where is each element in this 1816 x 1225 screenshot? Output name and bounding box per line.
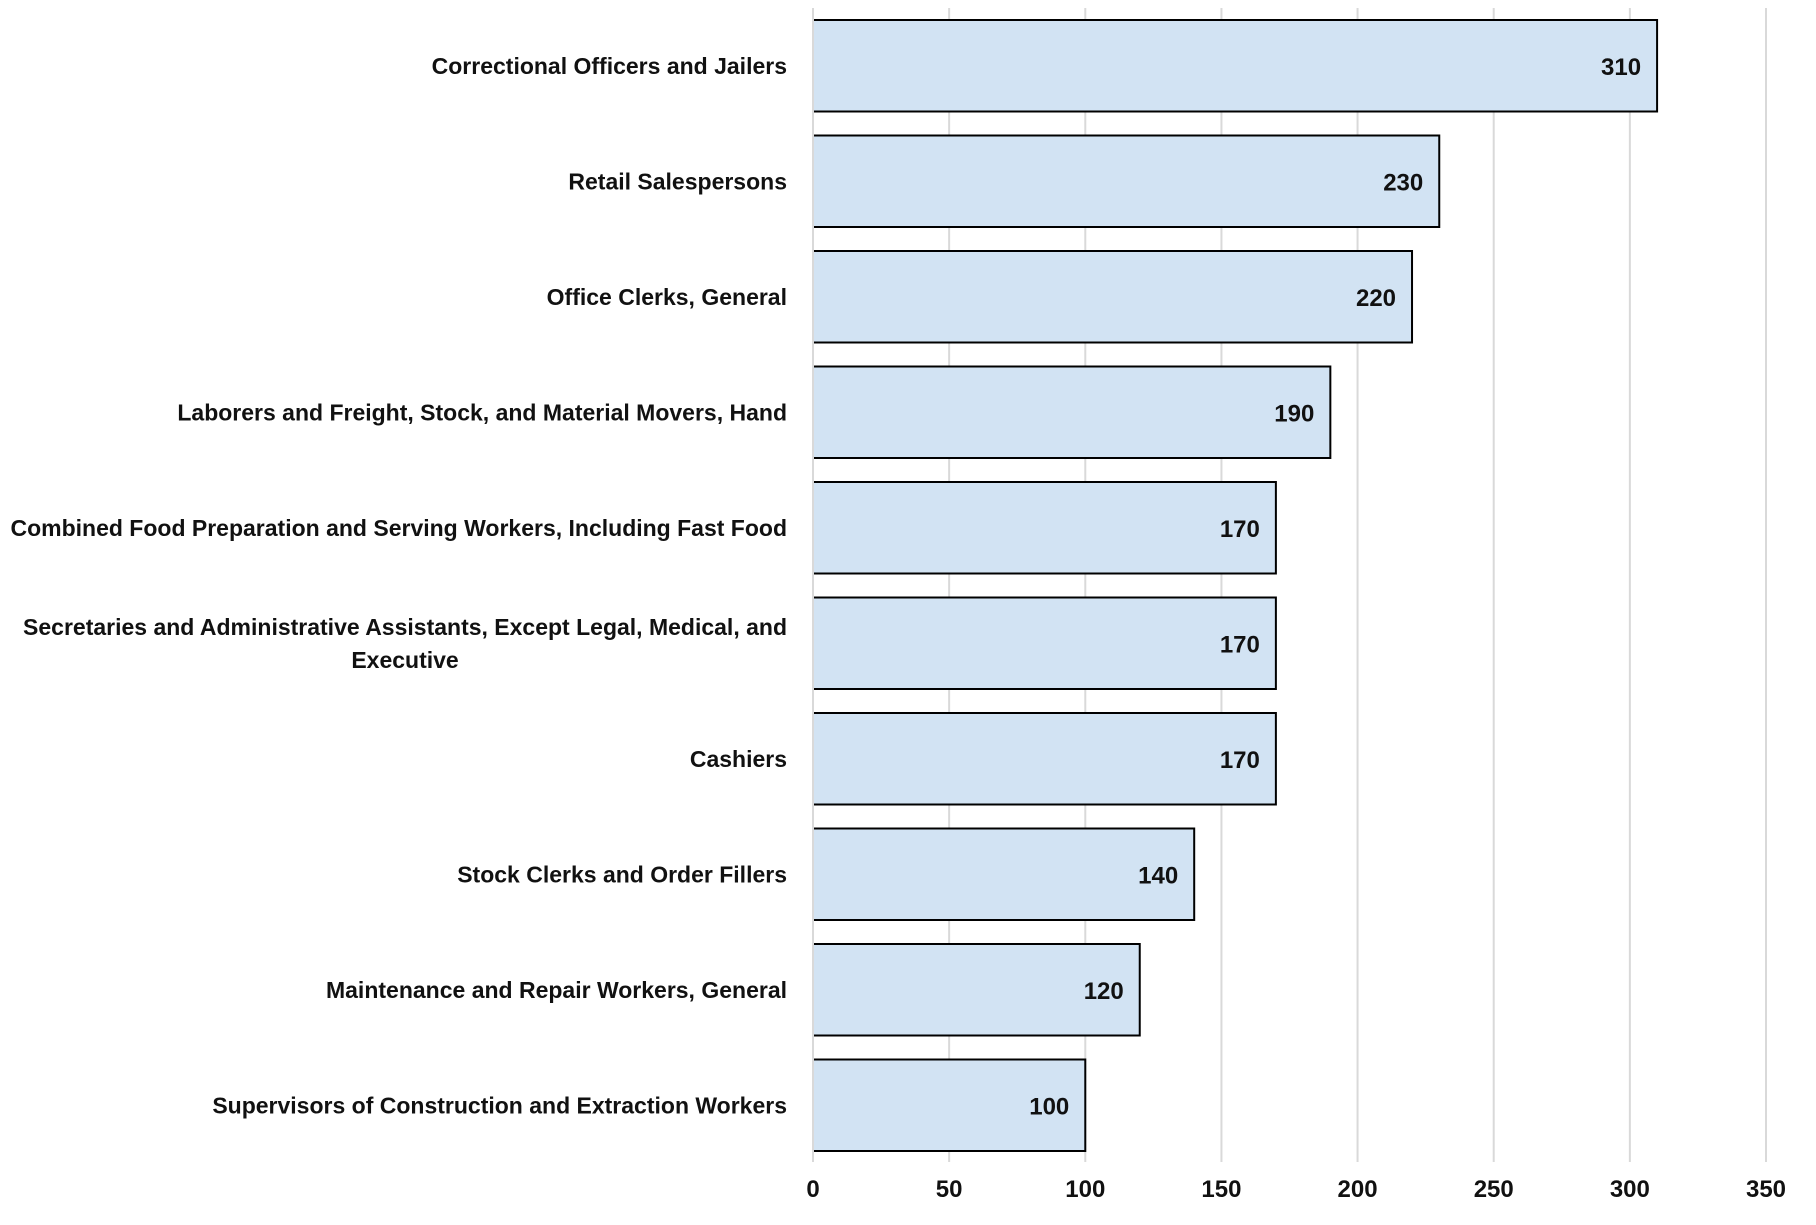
data-labels: 310 230 220 190 170 170 170 140 120 100 — [1029, 54, 1641, 1121]
category-label: Secretaries and Administrative Assistant… — [23, 614, 787, 673]
category-label-line: Office Clerks, General — [547, 284, 787, 310]
category-label-line: Supervisors of Construction and Extracti… — [212, 1092, 787, 1118]
x-tick-label: 50 — [936, 1176, 963, 1203]
bar — [812, 596, 1277, 690]
bar — [812, 250, 1414, 344]
data-label: 310 — [1601, 54, 1641, 81]
category-label: Stock Clerks and Order Fillers — [457, 861, 787, 887]
bar — [812, 827, 1196, 921]
category-label-line: Cashiers — [690, 746, 787, 772]
data-label: 170 — [1220, 516, 1260, 543]
bar — [812, 134, 1441, 228]
x-tick-label: 250 — [1474, 1176, 1514, 1203]
category-label: Cashiers — [690, 746, 787, 772]
category-label: Combined Food Preparation and Serving Wo… — [10, 515, 787, 541]
category-label: Office Clerks, General — [547, 284, 787, 310]
tick-labels: 0 50 100 150 200 250 300 350 — [806, 1176, 1786, 1203]
bars — [812, 19, 1659, 1152]
category-label-line: Correctional Officers and Jailers — [432, 53, 787, 79]
category-labels: Correctional Officers and Jailers Retail … — [10, 53, 787, 1119]
data-label: 170 — [1220, 631, 1260, 658]
category-label-line: Combined Food Preparation and Serving Wo… — [10, 515, 787, 541]
x-tick-label: 0 — [806, 1176, 819, 1203]
category-label-line: Maintenance and Repair Workers, General — [326, 977, 787, 1003]
category-label-line: Laborers and Freight, Stock, and Materia… — [177, 399, 787, 425]
category-label: Correctional Officers and Jailers — [432, 53, 787, 79]
category-label-line: Executive — [351, 647, 458, 673]
x-tick-label: 150 — [1201, 1176, 1241, 1203]
data-label: 170 — [1220, 747, 1260, 774]
bar — [812, 1058, 1087, 1152]
bar — [812, 712, 1277, 806]
category-label-line: Retail Salespersons — [568, 168, 787, 194]
x-tick-label: 300 — [1610, 1176, 1650, 1203]
category-label-line: Secretaries and Administrative Assistant… — [23, 614, 787, 640]
data-label: 100 — [1029, 1093, 1069, 1120]
data-label: 220 — [1356, 285, 1396, 312]
x-tick-label: 200 — [1338, 1176, 1378, 1203]
bar — [812, 481, 1277, 575]
data-label: 140 — [1138, 862, 1178, 889]
x-tick-label: 100 — [1065, 1176, 1105, 1203]
category-label: Supervisors of Construction and Extracti… — [212, 1092, 787, 1118]
bar — [812, 19, 1659, 113]
category-label: Maintenance and Repair Workers, General — [326, 977, 787, 1003]
category-label: Retail Salespersons — [568, 168, 787, 194]
bar — [812, 365, 1332, 459]
data-label: 120 — [1084, 978, 1124, 1005]
data-label: 190 — [1274, 400, 1314, 427]
category-label-line: Stock Clerks and Order Fillers — [457, 861, 787, 887]
x-tick-label: 350 — [1746, 1176, 1786, 1203]
category-label: Laborers and Freight, Stock, and Materia… — [177, 399, 787, 425]
data-label: 230 — [1383, 169, 1423, 196]
